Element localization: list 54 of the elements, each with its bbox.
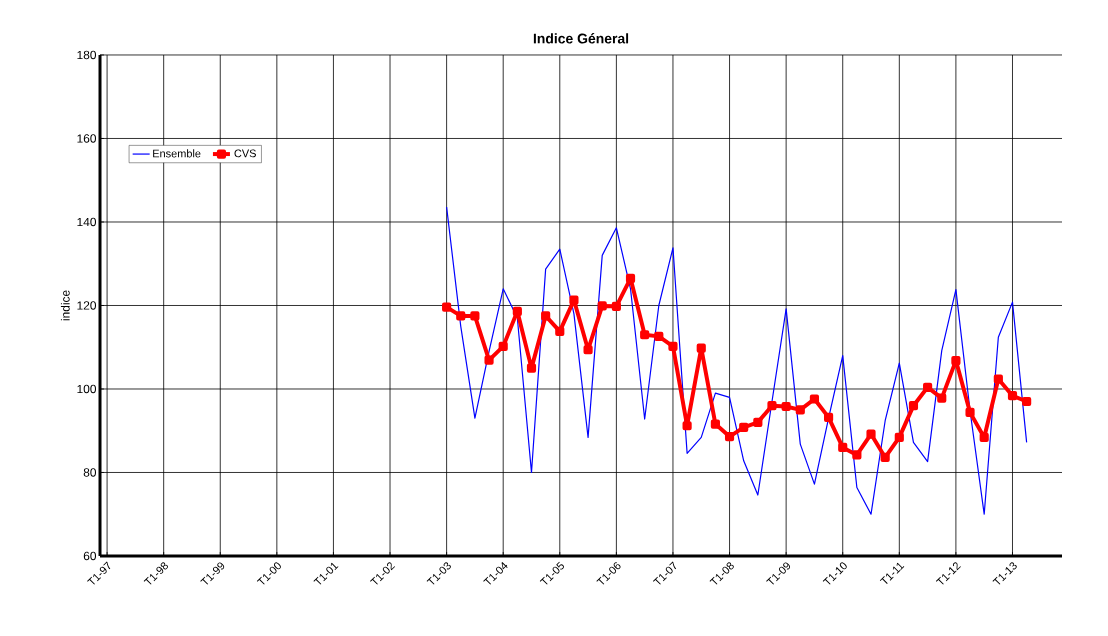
y-tick-label: 60	[83, 551, 97, 561]
legend-label: CVS	[234, 149, 256, 158]
point	[682, 421, 692, 431]
point	[767, 401, 777, 411]
point	[710, 419, 720, 429]
point	[512, 306, 522, 316]
point	[484, 355, 494, 365]
y-tick-label: 120	[77, 301, 97, 310]
point	[880, 452, 890, 463]
point	[753, 417, 763, 427]
point	[442, 302, 452, 312]
point	[654, 331, 664, 341]
point	[1007, 391, 1018, 401]
point	[470, 311, 480, 321]
point	[951, 356, 961, 366]
point	[456, 311, 466, 321]
legend-label: Ensemble	[153, 149, 201, 158]
point	[781, 401, 791, 412]
point	[555, 326, 565, 336]
y-tick-label: 100	[77, 384, 97, 394]
point	[908, 401, 919, 411]
point	[526, 363, 537, 373]
point	[795, 405, 805, 415]
y-tick-label: 140	[77, 217, 97, 227]
point	[696, 343, 706, 353]
point	[739, 422, 749, 432]
point	[823, 412, 834, 422]
point	[1022, 396, 1032, 407]
point	[993, 374, 1003, 384]
point	[809, 394, 820, 404]
point	[724, 431, 735, 442]
point	[937, 393, 947, 403]
point	[569, 295, 579, 305]
chart-title: Indice Géneral	[533, 33, 629, 44]
point	[965, 407, 975, 417]
point	[923, 382, 933, 392]
point	[541, 311, 551, 321]
point	[625, 273, 636, 283]
point	[668, 341, 678, 351]
point	[979, 432, 989, 442]
point	[838, 442, 848, 453]
point	[498, 341, 508, 351]
y-tick-label: 180	[77, 50, 97, 60]
point	[611, 301, 621, 311]
y-tick-label: 160	[77, 134, 97, 143]
point	[866, 429, 876, 439]
y-axis-title: indice	[60, 290, 70, 321]
point	[852, 450, 862, 460]
y-tick-label: 80	[83, 468, 97, 477]
point	[583, 345, 593, 355]
point	[640, 330, 650, 340]
line-series	[446, 206, 1028, 515]
point	[894, 432, 904, 442]
point	[597, 301, 607, 311]
